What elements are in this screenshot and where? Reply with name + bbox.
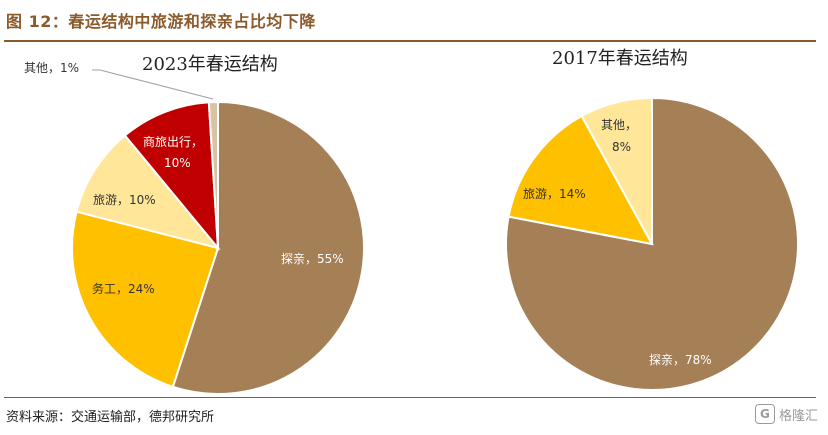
watermark-logo-icon: G (754, 404, 775, 424)
pie-2023-label-shanglv-line1: 商旅出行， (143, 134, 203, 149)
pie-2023-label-qita: 其他，1% (24, 61, 79, 75)
footer-divider (4, 397, 816, 398)
chart-2017-title: 2017年春运结构 (552, 48, 688, 69)
pie-2023-slice-wugong (71, 210, 220, 389)
pie-2017-label-tanqin: 探亲，78% (649, 353, 712, 367)
pie-2017 (505, 96, 799, 391)
pie-2023-slice-tanqin (171, 100, 365, 395)
pie-2023-slice-qita (207, 100, 219, 249)
chart-2023-title: 2023年春运结构 (142, 54, 278, 75)
pie-2023-label-shanglv-line2: 10% (164, 156, 191, 170)
pie-2017-slice-lvyou (507, 114, 654, 246)
pie-2023-label-lvyou: 旅游，10% (93, 193, 156, 207)
watermark-text: 格隆汇 (778, 408, 818, 424)
pie-2023-slice-shanglv (123, 101, 220, 252)
pie-2017-label-qita-line1: 其他， (601, 118, 637, 132)
watermark: G 格隆汇 (754, 404, 818, 424)
pie-2023-qita-leader (92, 69, 214, 100)
pie-2023-label-tanqin: 探亲，55% (281, 252, 344, 266)
pie-2017-label-qita-line2: 8% (612, 140, 631, 154)
figure-title: 图 12：春运结构中旅游和探亲占比均下降 (6, 12, 316, 31)
pie-2023-slice-lvyou (75, 134, 221, 250)
pie-2017-label-lvyou: 旅游，14% (523, 187, 586, 201)
pie-2023 (71, 100, 365, 395)
source-note: 资料来源：交通运输部，德邦研究所 (6, 410, 215, 425)
pie-2017-slice-qita (580, 96, 653, 245)
title-divider (4, 40, 816, 42)
pie-2023-label-wugong: 务工，24% (92, 281, 155, 296)
